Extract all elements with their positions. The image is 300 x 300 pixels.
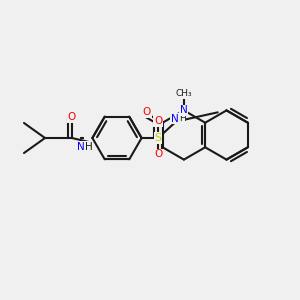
Text: O: O [143, 107, 151, 117]
Text: N: N [180, 105, 188, 116]
Text: H: H [179, 114, 185, 123]
Text: N: N [171, 113, 178, 124]
Text: H: H [85, 142, 93, 152]
Text: S: S [154, 133, 162, 143]
Text: O: O [154, 116, 162, 127]
Text: O: O [154, 149, 162, 160]
Text: N: N [77, 142, 85, 152]
Text: CH₃: CH₃ [176, 89, 192, 98]
Text: O: O [68, 112, 76, 122]
